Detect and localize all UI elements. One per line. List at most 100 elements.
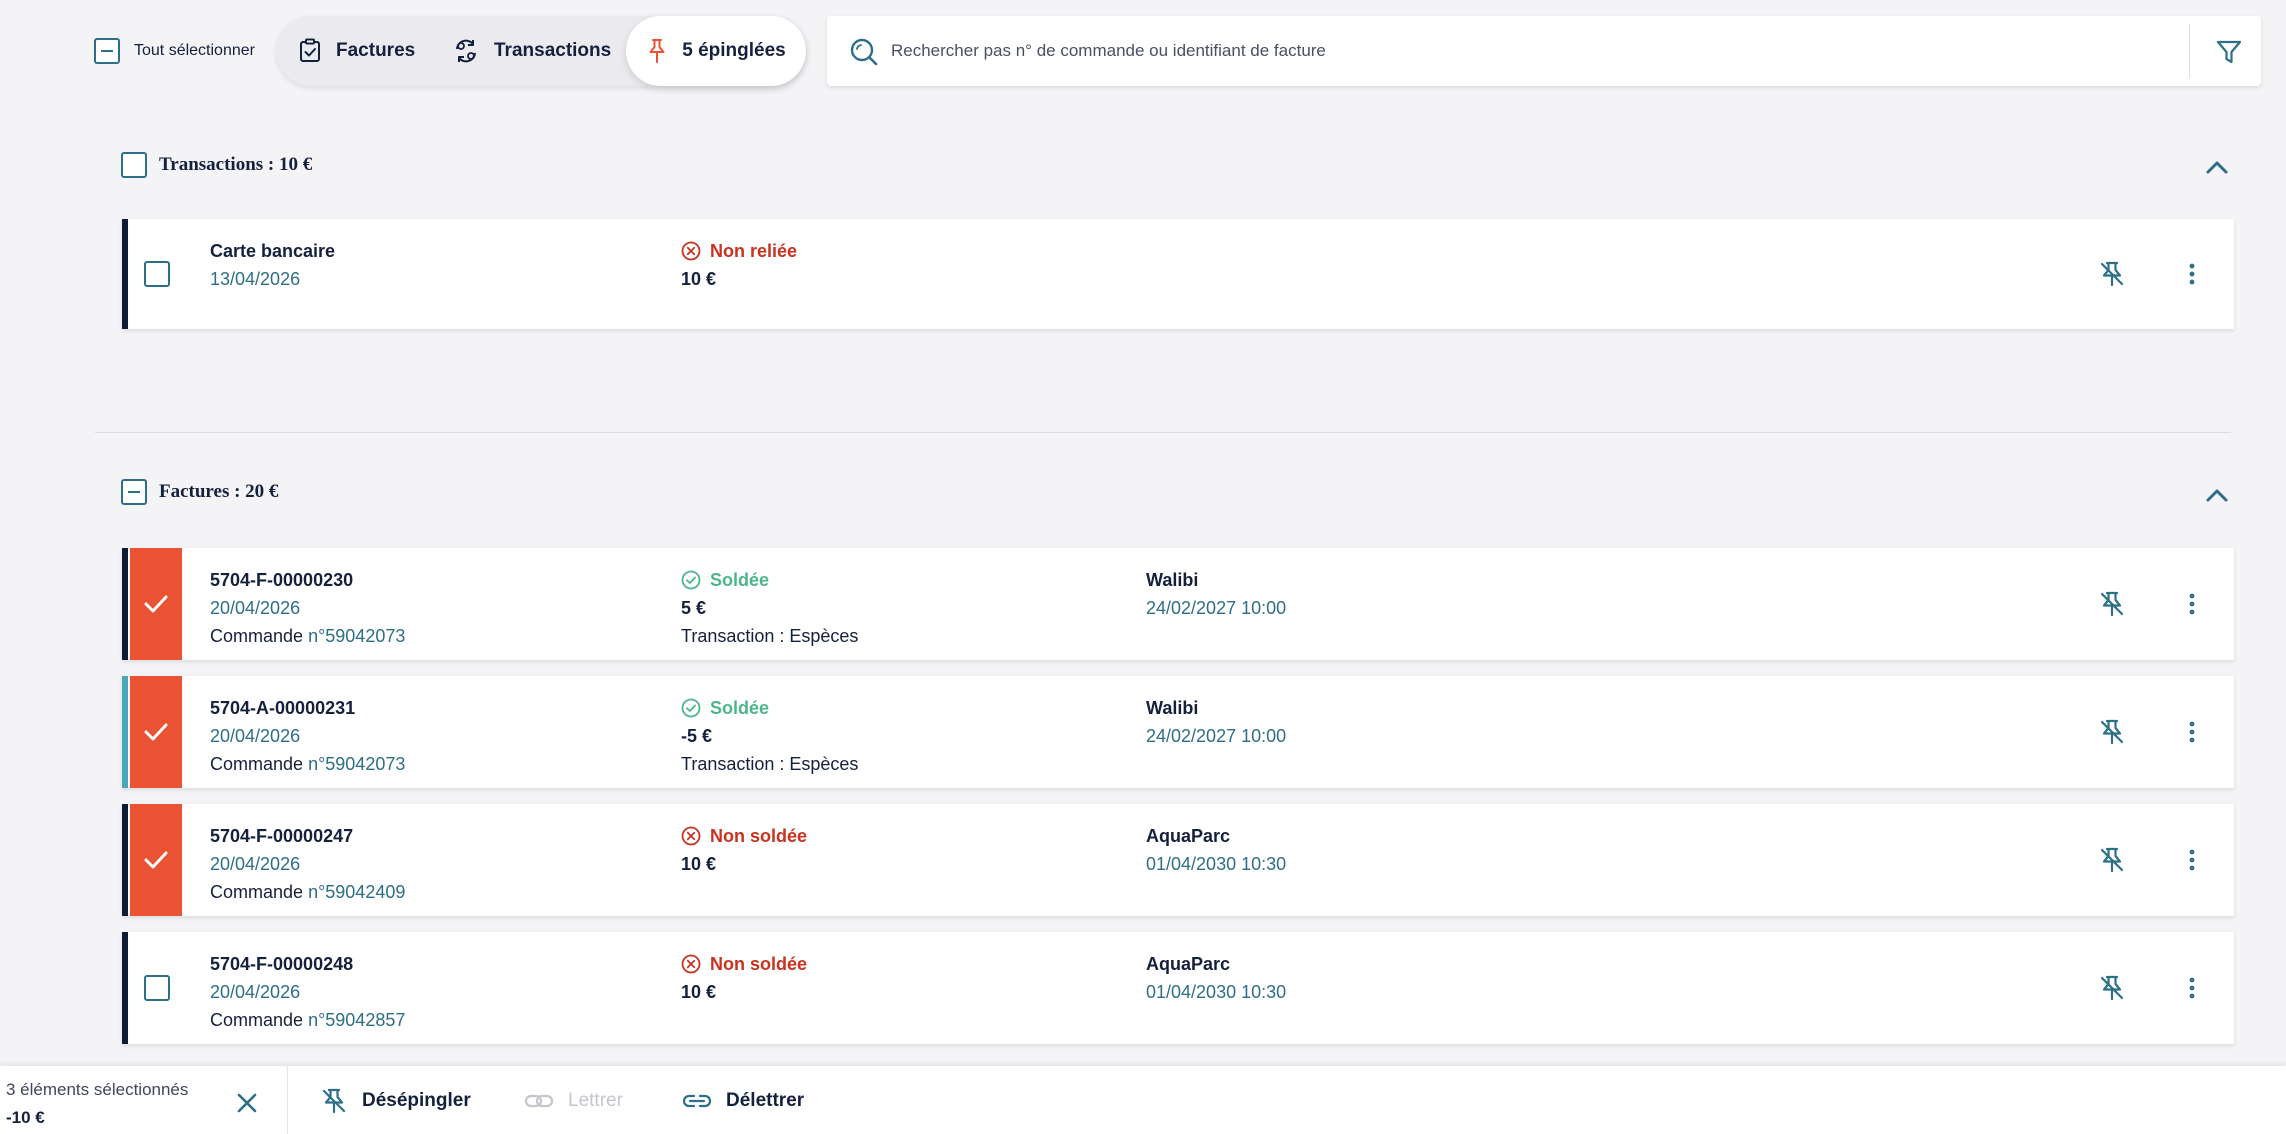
amount: 10 €: [681, 854, 717, 874]
more-vertical-icon: [2189, 849, 2195, 871]
place-name: Walibi: [1146, 698, 1199, 718]
row-status-info: Soldée 5 € Transaction : Espèces: [681, 566, 858, 650]
transaction-info: Transaction : Espèces: [681, 626, 859, 646]
unpin-button[interactable]: [2098, 846, 2126, 874]
factures-section-title: Factures : 20 €: [159, 481, 279, 502]
unpin-button[interactable]: [2098, 718, 2126, 746]
letter-button[interactable]: Lettrer: [524, 1086, 623, 1116]
chevron-up-icon: [2206, 161, 2228, 174]
invoice-row[interactable]: 5704-A-00000231 20/04/2026 Commande n°59…: [122, 676, 2234, 788]
check-icon: [144, 851, 168, 869]
tab-transactions[interactable]: Transactions: [452, 16, 611, 86]
status-badge: Soldée: [681, 566, 858, 594]
row-select-area[interactable]: [130, 804, 182, 916]
transaction-row[interactable]: Carte bancaire 13/04/2026 Non reliée 10 …: [122, 219, 2234, 329]
invoice-row[interactable]: 5704-F-00000248 20/04/2026 Commande n°59…: [122, 932, 2234, 1044]
error-circle-icon: [681, 826, 701, 846]
row-select-area[interactable]: [128, 219, 186, 329]
event-datetime: 01/04/2030 10:30: [1146, 854, 1287, 874]
unpin-selected-label: Désépingler: [362, 1090, 471, 1111]
error-circle-icon: [681, 241, 701, 261]
factures-collapse-button[interactable]: [2204, 486, 2230, 504]
order-number-link[interactable]: n°59042409: [308, 882, 406, 902]
row-main-info: 5704-F-00000230 20/04/2026 Commande n°59…: [210, 566, 405, 650]
row-checkbox[interactable]: [144, 261, 170, 287]
more-vertical-icon: [2189, 977, 2195, 999]
row-select-area[interactable]: [128, 932, 186, 1044]
row-main-info: 5704-A-00000231 20/04/2026 Commande n°59…: [210, 694, 405, 778]
unpin-button[interactable]: [2098, 260, 2126, 288]
action-bar-divider: [287, 1066, 288, 1134]
status-label: Non reliée: [710, 241, 798, 261]
view-tabs: Factures Transactions 5 épinglées: [276, 16, 806, 86]
transactions-section-checkbox[interactable]: [121, 152, 147, 178]
invoice-row[interactable]: 5704-F-00000247 20/04/2026 Commande n°59…: [122, 804, 2234, 916]
filter-button[interactable]: [2207, 36, 2251, 68]
row-status-info: Non reliée 10 €: [681, 237, 797, 293]
filter-icon: [2216, 40, 2242, 64]
unlink-icon: [682, 1094, 712, 1108]
amount: 5 €: [681, 598, 707, 618]
search-input[interactable]: [891, 36, 2141, 66]
row-select-area[interactable]: [130, 548, 182, 660]
search-icon: [849, 37, 879, 67]
order-number-link[interactable]: n°59042073: [308, 626, 406, 646]
unletter-button[interactable]: Délettrer: [682, 1086, 804, 1116]
tab-factures[interactable]: Factures: [298, 16, 415, 86]
more-options-button[interactable]: [2188, 974, 2196, 1002]
row-event-info: Walibi 24/02/2027 10:00: [1146, 694, 1286, 750]
status-badge: Non soldée: [681, 950, 807, 978]
order-line: Commande n°59042857: [210, 1006, 405, 1034]
more-vertical-icon: [2189, 593, 2195, 615]
unpin-selected-button[interactable]: Désépingler: [320, 1086, 471, 1116]
row-main-info: Carte bancaire 13/04/2026: [210, 237, 335, 293]
unpin-icon: [2100, 261, 2124, 287]
status-badge: Non soldée: [681, 822, 807, 850]
transactions-exchange-icon: [452, 37, 480, 65]
link-icon: [524, 1094, 554, 1108]
order-prefix: Commande: [210, 626, 304, 646]
more-options-button[interactable]: [2188, 590, 2196, 618]
more-options-button[interactable]: [2188, 260, 2196, 288]
unpin-icon: [2100, 975, 2124, 1001]
unpin-button[interactable]: [2098, 590, 2126, 618]
row-select-area[interactable]: [130, 676, 182, 788]
row-status-info: Soldée -5 € Transaction : Espèces: [681, 694, 858, 778]
transactions-collapse-button[interactable]: [2204, 158, 2230, 176]
unletter-label: Délettrer: [726, 1090, 805, 1111]
event-datetime: 01/04/2030 10:30: [1146, 982, 1287, 1002]
order-line: Commande n°59042073: [210, 750, 405, 778]
factures-section-checkbox[interactable]: [121, 479, 147, 505]
row-checkbox[interactable]: [144, 975, 170, 1001]
order-number-link[interactable]: n°59042857: [308, 1010, 406, 1030]
place-name: Walibi: [1146, 570, 1199, 590]
toolbar: Tout sélectionner Factures Transactions …: [0, 0, 2286, 100]
row-event-info: AquaParc 01/04/2030 10:30: [1146, 950, 1286, 1006]
unpin-icon: [322, 1088, 346, 1114]
event-datetime: 24/02/2027 10:00: [1146, 726, 1287, 746]
event-datetime: 24/02/2027 10:00: [1146, 598, 1287, 618]
search-bar: [827, 16, 2261, 86]
invoice-date: 20/04/2026: [210, 982, 301, 1002]
order-prefix: Commande: [210, 1010, 304, 1030]
invoice-row[interactable]: 5704-F-00000230 20/04/2026 Commande n°59…: [122, 548, 2234, 660]
more-options-button[interactable]: [2188, 846, 2196, 874]
transaction-date: 13/04/2026: [210, 269, 301, 289]
check-circle-icon: [681, 698, 701, 718]
place-name: AquaParc: [1146, 954, 1231, 974]
order-number-link[interactable]: n°59042073: [308, 754, 406, 774]
invoice-id: 5704-A-00000231: [210, 698, 356, 718]
unpin-button[interactable]: [2098, 974, 2126, 1002]
clear-selection-button[interactable]: [236, 1092, 258, 1114]
order-line: Commande n°59042409: [210, 878, 405, 906]
more-options-button[interactable]: [2188, 718, 2196, 746]
select-all[interactable]: Tout sélectionner: [94, 38, 255, 64]
select-all-checkbox[interactable]: [94, 38, 120, 64]
tab-pinned[interactable]: 5 épinglées: [626, 16, 806, 86]
row-event-info: AquaParc 01/04/2030 10:30: [1146, 822, 1286, 878]
invoice-date: 20/04/2026: [210, 726, 301, 746]
search-divider: [2189, 24, 2190, 78]
transaction-info: Transaction : Espèces: [681, 754, 859, 774]
row-status-info: Non soldée 10 €: [681, 950, 807, 1006]
selected-count: 3 éléments sélectionnés: [6, 1080, 189, 1099]
